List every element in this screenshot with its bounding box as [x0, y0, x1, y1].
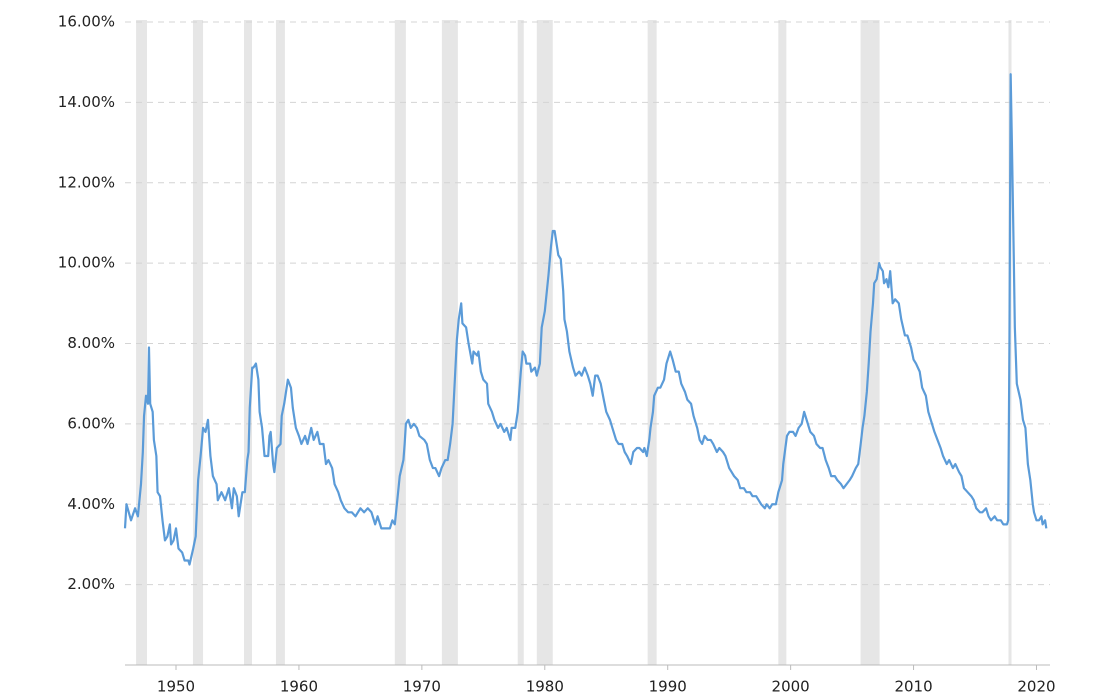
x-tick-label: 1970 — [403, 678, 441, 696]
recession-band — [441, 20, 458, 665]
y-tick-label: 2.00% — [67, 575, 115, 593]
y-tick-label: 12.00% — [58, 173, 115, 191]
y-tick-label: 8.00% — [67, 334, 115, 352]
recession-band — [192, 20, 204, 665]
recession-band — [394, 20, 406, 665]
x-tick-label: 1980 — [526, 678, 564, 696]
x-tick-label: 2000 — [772, 678, 810, 696]
recession-band — [136, 20, 148, 665]
recession-band — [778, 20, 787, 665]
x-tick-label: 1950 — [157, 678, 195, 696]
y-tick-label: 6.00% — [67, 414, 115, 432]
recession-band — [517, 20, 524, 665]
recession-band — [243, 20, 252, 665]
x-tick-label: 2020 — [1017, 678, 1055, 696]
x-tick-label: 1960 — [280, 678, 318, 696]
data-line — [123, 73, 1048, 566]
y-tick-label: 10.00% — [58, 254, 115, 272]
recession-band — [647, 20, 657, 665]
recession-band — [275, 20, 285, 665]
x-tick-label: 2010 — [894, 678, 932, 696]
recession-band — [536, 20, 553, 665]
y-tick-label: 14.00% — [58, 93, 115, 111]
y-tick-label: 4.00% — [67, 495, 115, 513]
x-tick-label: 1990 — [649, 678, 687, 696]
y-tick-label: 16.00% — [58, 13, 115, 31]
